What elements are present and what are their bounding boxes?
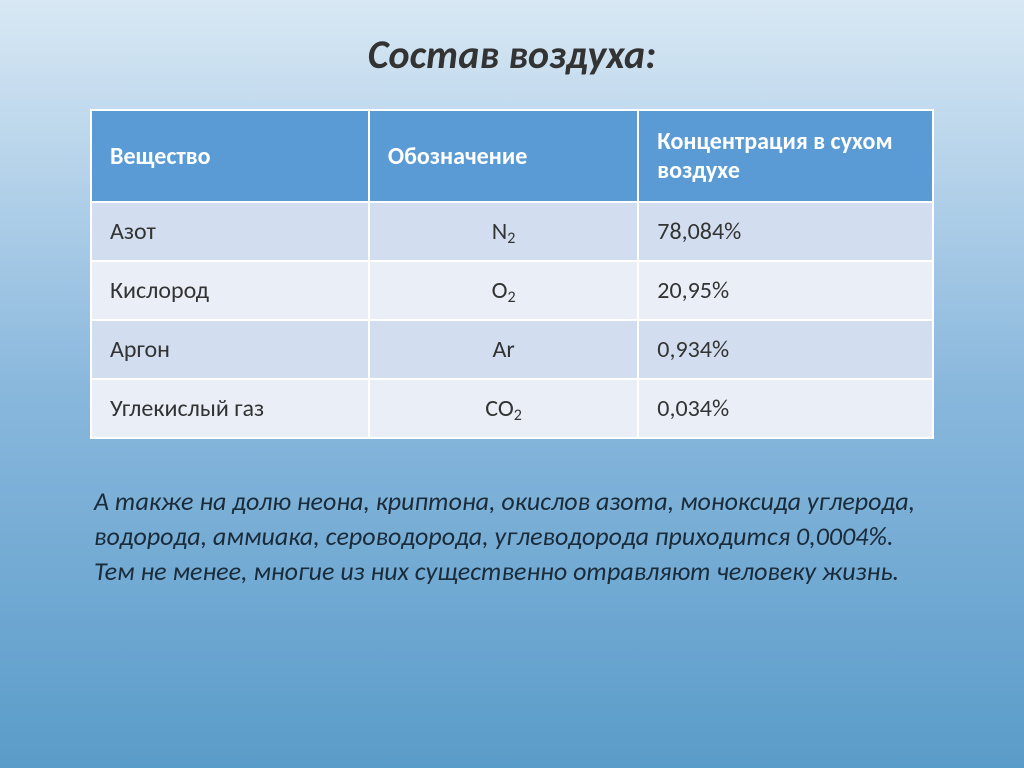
col-concentration: Концентрация в сухом воздухе — [638, 110, 933, 202]
table-header-row: Вещество Обозначение Концентрация в сухо… — [91, 110, 933, 202]
table-row: АзотN278,084% — [91, 202, 933, 261]
table-row: Углекислый газCO20,034% — [91, 379, 933, 438]
cell-symbol: N2 — [369, 202, 638, 261]
cell-symbol: CO2 — [369, 379, 638, 438]
col-substance: Вещество — [91, 110, 369, 202]
cell-concentration: 20,95% — [638, 261, 933, 320]
table-row: АргонAr0,934% — [91, 320, 933, 379]
cell-substance: Аргон — [91, 320, 369, 379]
col-symbol: Обозначение — [369, 110, 638, 202]
cell-concentration: 78,084% — [638, 202, 933, 261]
cell-substance: Углекислый газ — [91, 379, 369, 438]
footnote-text: А также на долю неона, криптона, окислов… — [90, 484, 934, 589]
page-title: Состав воздуха: — [90, 30, 934, 79]
cell-substance: Азот — [91, 202, 369, 261]
cell-concentration: 0,034% — [638, 379, 933, 438]
cell-symbol: O2 — [369, 261, 638, 320]
table-row: КислородO220,95% — [91, 261, 933, 320]
table-body: АзотN278,084%КислородO220,95%АргонAr0,93… — [91, 202, 933, 438]
cell-concentration: 0,934% — [638, 320, 933, 379]
cell-symbol: Ar — [369, 320, 638, 379]
composition-table: Вещество Обозначение Концентрация в сухо… — [90, 109, 934, 439]
cell-substance: Кислород — [91, 261, 369, 320]
